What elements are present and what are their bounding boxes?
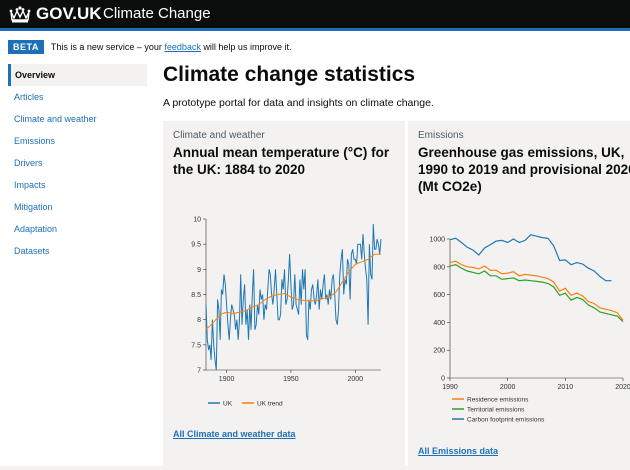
feedback-link[interactable]: feedback — [164, 42, 201, 52]
phase-banner: BETA This is a new service – your feedba… — [8, 40, 291, 54]
service-name[interactable]: Climate Change — [103, 5, 211, 22]
sidebar-item-articles[interactable]: Articles — [14, 92, 44, 102]
beta-tag: BETA — [8, 40, 44, 54]
phase-text-before: This is a new service – your — [50, 42, 165, 52]
x-tick-label: 1990 — [442, 384, 458, 391]
sidebar-item-drivers[interactable]: Drivers — [14, 158, 43, 168]
legend-label: Residence emissions — [467, 397, 529, 404]
legend-label: Carbon footprint emissions — [467, 417, 545, 424]
x-tick-label: 1950 — [283, 376, 299, 383]
all-emissions-link[interactable]: All Emissions data — [418, 446, 499, 456]
card-title: Annual mean temperature (°C) for the UK:… — [173, 145, 390, 177]
page-title: Climate change statistics — [163, 63, 416, 86]
y-tick-label: 800 — [433, 264, 445, 271]
x-tick-label: 2000 — [500, 384, 516, 391]
y-tick-label: 9 — [197, 267, 201, 274]
sidebar-item-overview[interactable]: Overview — [8, 64, 147, 86]
temperature-chart: 7 7.5 8 8.5 9 9.5 10 1900 1950 2000 UK UK trend — [191, 217, 382, 408]
series-line — [205, 253, 381, 331]
govuk-home-link[interactable]: GOV.UK — [36, 4, 102, 23]
emissions-card: Emissions Greenhouse gas emissions, UK, … — [408, 121, 630, 470]
series-line — [205, 223, 382, 371]
header-stripe — [0, 28, 630, 31]
crown-icon — [9, 6, 31, 23]
y-tick-label: 200 — [433, 348, 445, 355]
y-tick-label: 7 — [197, 368, 201, 375]
legend-label: Territorial emissions — [467, 407, 525, 414]
y-tick-label: 9.5 — [191, 242, 201, 249]
sidebar-item-adaptation[interactable]: Adaptation — [14, 224, 58, 234]
card-title: Greenhouse gas emissions, UK, 1990 to 20… — [418, 145, 630, 194]
x-tick-label: 2020 — [615, 384, 630, 391]
y-tick-label: 0 — [441, 376, 445, 383]
legend-label: UK — [223, 401, 233, 408]
y-tick-label: 8.5 — [191, 292, 201, 299]
sidebar-item-impacts[interactable]: Impacts — [14, 180, 46, 190]
y-tick-label: 600 — [433, 292, 445, 299]
series-line — [449, 264, 624, 323]
all-climate-weather-link[interactable]: All Climate and weather data — [173, 429, 296, 439]
series-line — [449, 260, 624, 321]
side-navigation: Overview Articles Climate and weather Em… — [8, 64, 147, 262]
series-line — [449, 234, 612, 282]
y-tick-label: 1000 — [429, 237, 445, 244]
climate-weather-card: Climate and weather Annual mean temperat… — [163, 121, 405, 470]
emissions-chart: 0 200 400 600 800 1000 1990 2000 2010 2020 Residen… — [429, 234, 630, 424]
sidebar-item-climate-and-weather[interactable]: Climate and weather — [14, 114, 97, 124]
phase-text-after: will help us improve it. — [200, 42, 292, 52]
x-tick-label: 2010 — [558, 384, 574, 391]
sidebar-item-emissions[interactable]: Emissions — [14, 136, 56, 146]
y-tick-label: 8 — [197, 317, 201, 324]
card-kicker: Emissions — [418, 130, 464, 141]
page-lead: A prototype portal for data and insights… — [163, 97, 434, 109]
x-tick-label: 2000 — [347, 376, 363, 383]
sidebar-item-mitigation[interactable]: Mitigation — [14, 202, 53, 212]
y-tick-label: 400 — [433, 320, 445, 327]
card-kicker: Climate and weather — [173, 130, 265, 141]
legend-label: UK trend — [257, 401, 283, 408]
y-tick-label: 7.5 — [191, 342, 201, 349]
x-tick-label: 1900 — [219, 376, 235, 383]
page-bottom-edge — [0, 466, 630, 470]
sidebar-item-datasets[interactable]: Datasets — [14, 246, 50, 256]
site-header: GOV.UK Climate Change — [0, 0, 630, 28]
y-tick-label: 10 — [193, 217, 201, 224]
